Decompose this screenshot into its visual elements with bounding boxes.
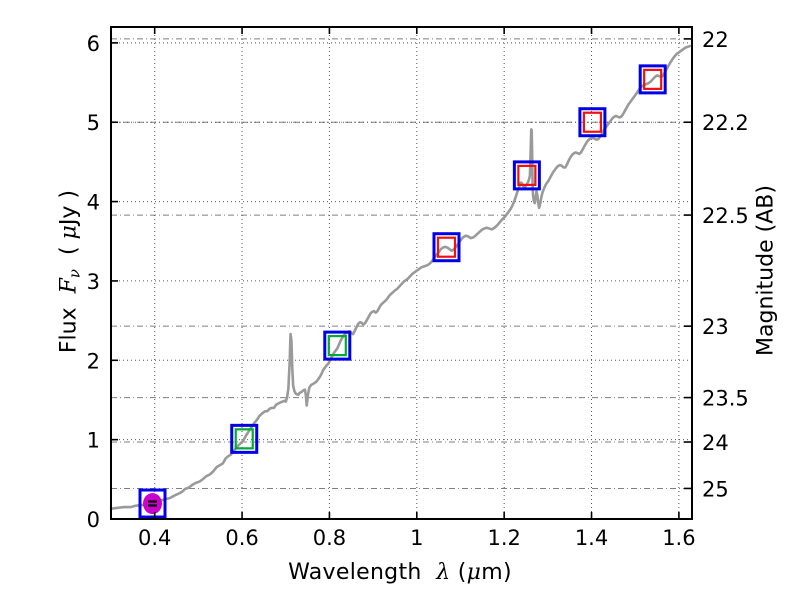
marker-inner-circle [143,493,162,515]
marker-inner-square [643,68,663,90]
ytick-right-label-0: 22 [702,28,729,52]
ytick-right-label-4: 23.5 [702,387,749,411]
photometry-markers [138,64,667,519]
ytick-right-label-2: 22.5 [702,204,749,228]
spectrum-curve [109,44,692,510]
plot-background [111,27,692,519]
x-axis-title: Wavelength λ (μm) [0,560,800,585]
ytick-left-label-5: 5 [87,111,100,135]
marker-inner-square [436,236,457,258]
y-axis-right-title: Magnitude (AB) [753,185,779,356]
xtick-label-4: 1.2 [487,526,520,550]
ytick-right-label-5: 24 [702,431,729,455]
xtick-label-5: 1.4 [575,526,608,550]
ytick-left-label-2: 2 [87,349,100,373]
marker-outer-square [512,160,541,191]
y-axis-left-title: Flux Fν ( μJy ) [56,190,84,354]
marker-inner-square [582,111,603,133]
ytick-right-label-3: 23 [702,315,729,339]
ytick-left-label-6: 6 [87,32,100,56]
xtick-label-0: 0.4 [138,526,171,550]
marker-outer-square [323,330,352,361]
ytick-left-label-4: 4 [87,191,100,215]
photometry-point-band-6[interactable] [578,107,607,138]
ytick-right-label-6: 25 [702,477,729,501]
xtick-label-3: 1 [410,526,423,550]
photometry-point-band-7[interactable] [638,64,667,95]
ytick-left-label-0: 0 [87,508,100,532]
marker-outer-square [230,423,259,454]
grid-lines [111,27,692,519]
marker-outer-square [138,488,167,519]
photometry-point-band-2[interactable] [230,423,259,454]
xtick-label-1: 0.6 [225,526,258,550]
marker-inner-square [234,428,254,450]
plot-frame [110,26,693,520]
x-axis-title-text: Wavelength λ (μm) [288,560,512,585]
ytick-right-label-1: 22.2 [702,111,749,135]
photometry-point-band-5[interactable] [512,160,541,191]
marker-inner-square [327,335,347,357]
photometry-point-band-1[interactable] [138,488,167,519]
marker-dash-lower [148,504,157,507]
marker-dash-upper [148,500,157,503]
photometry-point-band-4[interactable] [432,232,461,263]
xtick-label-6: 1.6 [662,526,695,550]
marker-outer-square [638,64,667,95]
marker-outer-square [578,107,607,138]
marker-outer-square [432,232,461,263]
marker-inner-square [517,164,537,186]
xtick-label-2: 0.8 [313,526,346,550]
ytick-left-label-3: 3 [87,270,100,294]
photometry-point-band-3[interactable] [323,330,352,361]
ytick-left-label-1: 1 [87,429,100,453]
